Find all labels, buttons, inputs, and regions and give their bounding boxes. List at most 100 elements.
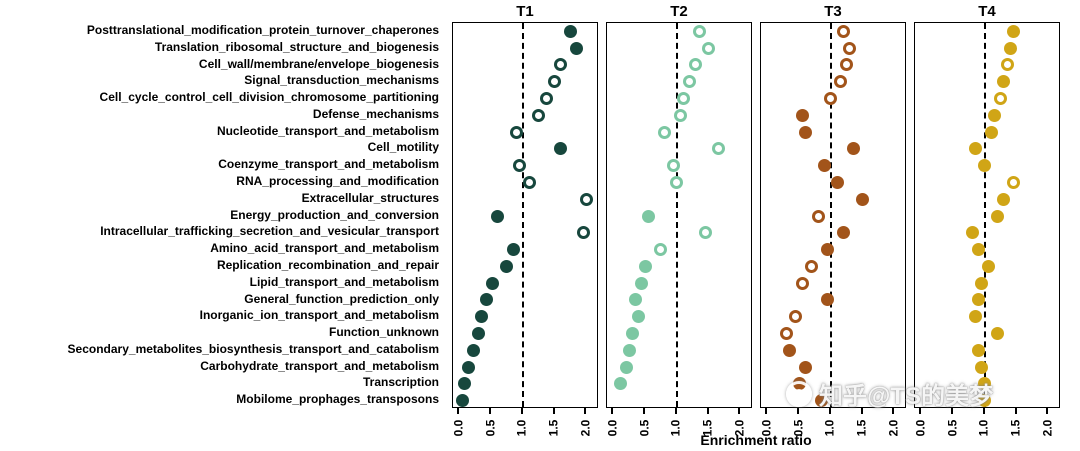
data-point <box>702 41 716 55</box>
data-point <box>689 58 703 72</box>
data-point <box>509 125 523 139</box>
data-point <box>978 394 992 408</box>
panel-t4 <box>914 22 1060 408</box>
data-point <box>821 293 835 307</box>
panel-title-t1: T1 <box>516 3 534 20</box>
data-point <box>625 326 639 340</box>
data-point <box>548 75 562 89</box>
data-point <box>462 360 476 374</box>
data-point <box>811 209 825 223</box>
x-tick <box>738 408 741 414</box>
data-point <box>798 125 812 139</box>
data-point <box>975 276 989 290</box>
panel-title-t4: T4 <box>978 3 996 20</box>
x-tick <box>1046 408 1049 414</box>
data-point <box>978 377 992 391</box>
reference-line <box>983 23 986 407</box>
panel-t1 <box>452 22 598 408</box>
data-point <box>805 259 819 273</box>
data-point <box>978 159 992 173</box>
data-point <box>554 142 568 156</box>
x-tick <box>457 408 460 414</box>
x-tick <box>706 408 709 414</box>
data-point <box>579 192 593 206</box>
data-point <box>856 192 870 206</box>
data-point <box>711 142 725 156</box>
data-point <box>629 293 643 307</box>
x-tick <box>489 408 492 414</box>
data-point <box>975 360 989 374</box>
data-point <box>817 159 831 173</box>
data-point <box>837 24 851 38</box>
data-point <box>490 209 504 223</box>
x-tick <box>892 408 895 414</box>
data-point <box>1006 175 1020 189</box>
x-tick <box>797 408 800 414</box>
data-point <box>506 243 520 257</box>
x-tick <box>643 408 646 414</box>
data-point <box>670 175 684 189</box>
data-point <box>981 259 995 273</box>
category-label: General_function_prediction_only <box>244 291 439 306</box>
category-label: Carbohydrate_transport_and_metabolism <box>200 358 439 373</box>
category-label: Cell_cycle_control_cell_division_chromos… <box>99 90 439 105</box>
data-point <box>968 310 982 324</box>
data-point <box>522 175 536 189</box>
data-point <box>971 343 985 357</box>
category-label: Lipid_transport_and_metabolism <box>249 274 439 289</box>
category-label: Secondary_metabolites_biosynthesis_trans… <box>67 341 439 356</box>
data-point <box>987 108 1001 122</box>
data-point <box>837 226 851 240</box>
data-point <box>843 41 857 55</box>
data-point <box>795 276 809 290</box>
data-point <box>632 310 646 324</box>
x-tick <box>982 408 985 414</box>
data-point <box>795 108 809 122</box>
x-tick <box>552 408 555 414</box>
reference-line <box>675 23 678 407</box>
category-label: Mobilome_prophages_transposons <box>236 392 439 407</box>
data-point <box>846 142 860 156</box>
x-tick <box>765 408 768 414</box>
data-point <box>654 243 668 257</box>
data-point <box>1006 24 1020 38</box>
category-label: Defense_mechanisms <box>312 106 439 121</box>
category-label: Translation_ribosomal_structure_and_biog… <box>154 39 439 54</box>
category-label: Posttranslational_modification_protein_t… <box>86 23 439 37</box>
panel-title-t2: T2 <box>670 3 688 20</box>
x-tick <box>828 408 831 414</box>
data-point <box>619 360 633 374</box>
panel-title-t3: T3 <box>824 3 842 20</box>
data-point <box>513 159 527 173</box>
data-point <box>667 159 681 173</box>
data-point <box>576 226 590 240</box>
data-point <box>798 360 812 374</box>
x-tick <box>520 408 523 414</box>
data-point <box>456 394 470 408</box>
data-point <box>984 125 998 139</box>
data-point <box>570 41 584 55</box>
data-point <box>635 276 649 290</box>
category-label: Extracellular_structures <box>301 190 439 205</box>
data-point <box>532 108 546 122</box>
data-point <box>997 75 1011 89</box>
category-label: Transcription <box>362 375 439 390</box>
category-label: Replication_recombination_and_repair <box>216 257 439 272</box>
x-tick <box>584 408 587 414</box>
data-point <box>840 58 854 72</box>
data-point <box>466 343 480 357</box>
category-label: Function_unknown <box>329 325 439 340</box>
panel-t2 <box>606 22 752 408</box>
data-point <box>540 92 554 106</box>
data-point <box>1003 41 1017 55</box>
data-point <box>485 276 499 290</box>
reference-line <box>521 23 524 407</box>
data-point <box>692 24 706 38</box>
x-tick <box>919 408 922 414</box>
x-tick <box>860 408 863 414</box>
data-point <box>500 259 514 273</box>
data-point <box>554 58 568 72</box>
data-point <box>457 377 471 391</box>
data-point <box>821 243 835 257</box>
